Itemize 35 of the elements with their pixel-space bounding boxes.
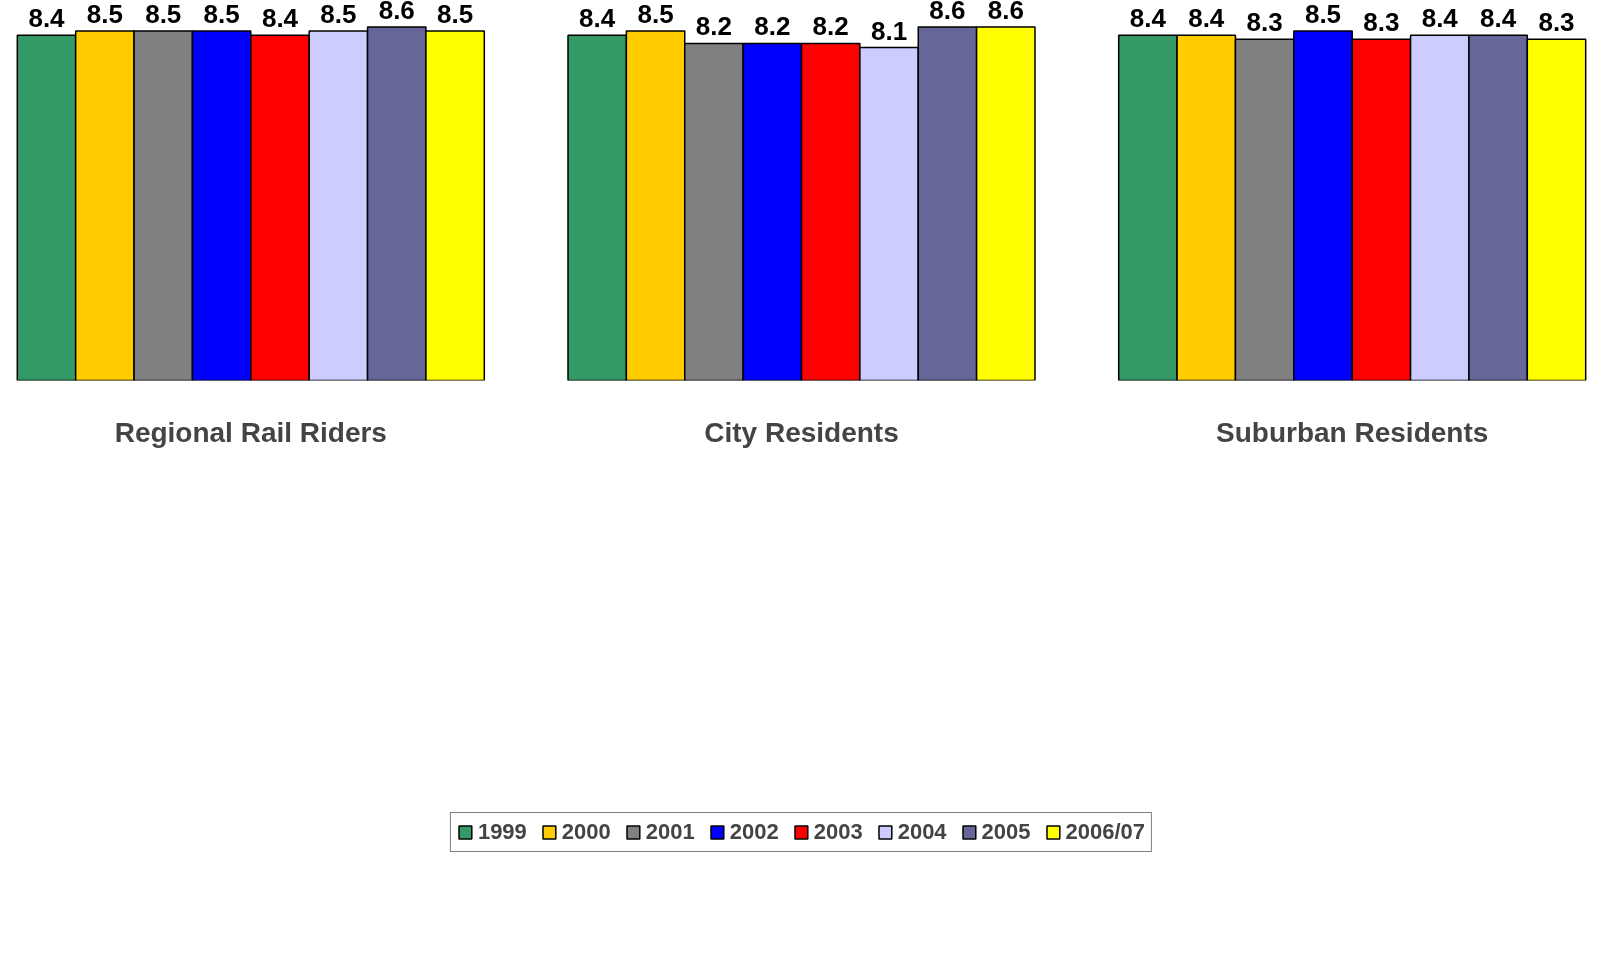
x-tick-label: Suburban Residents: [1216, 416, 1489, 448]
data-label: 8.2: [695, 11, 733, 42]
data-label: 8.4: [1480, 3, 1517, 34]
x-tick-label: City Residents: [704, 416, 899, 448]
data-label: 8.1: [870, 15, 908, 46]
data-label: 8.5: [203, 0, 240, 30]
data-label: 8.4: [1421, 3, 1459, 34]
legend-label: 2006/07: [1065, 818, 1146, 845]
data-label: 8.6: [987, 0, 1024, 26]
data-label: 8.4: [28, 3, 66, 34]
legend-label: 2003: [813, 818, 863, 845]
data-label: 8.4: [1129, 3, 1167, 34]
data-label: 8.3: [1363, 7, 1400, 38]
x-tick-label: Regional Rail Riders: [114, 416, 387, 448]
legend-label: 1999: [477, 818, 527, 845]
data-label: 8.2: [754, 11, 791, 42]
data-label: 8.5: [1304, 0, 1342, 30]
data-label: 8.3: [1246, 7, 1283, 38]
data-label: 8.5: [637, 0, 674, 30]
data-label: 8.6: [929, 0, 966, 26]
data-label: 8.2: [812, 11, 849, 42]
legend-label: 2005: [981, 818, 1031, 845]
legend-label: 2001: [645, 818, 695, 845]
data-label: 8.4: [579, 3, 616, 34]
data-label: 8.5: [145, 0, 182, 30]
data-label: 8.5: [437, 0, 474, 30]
legend-label: 2000: [561, 818, 611, 845]
data-label: 8.4: [1188, 3, 1225, 34]
data-label: 8.3: [1538, 7, 1575, 38]
legend-label: 2002: [729, 818, 779, 845]
legend-label: 2004: [897, 818, 947, 845]
data-label: 8.4: [261, 3, 299, 34]
data-label: 8.6: [378, 0, 415, 26]
data-label: 8.5: [320, 0, 357, 30]
data-label: 8.5: [86, 0, 123, 30]
